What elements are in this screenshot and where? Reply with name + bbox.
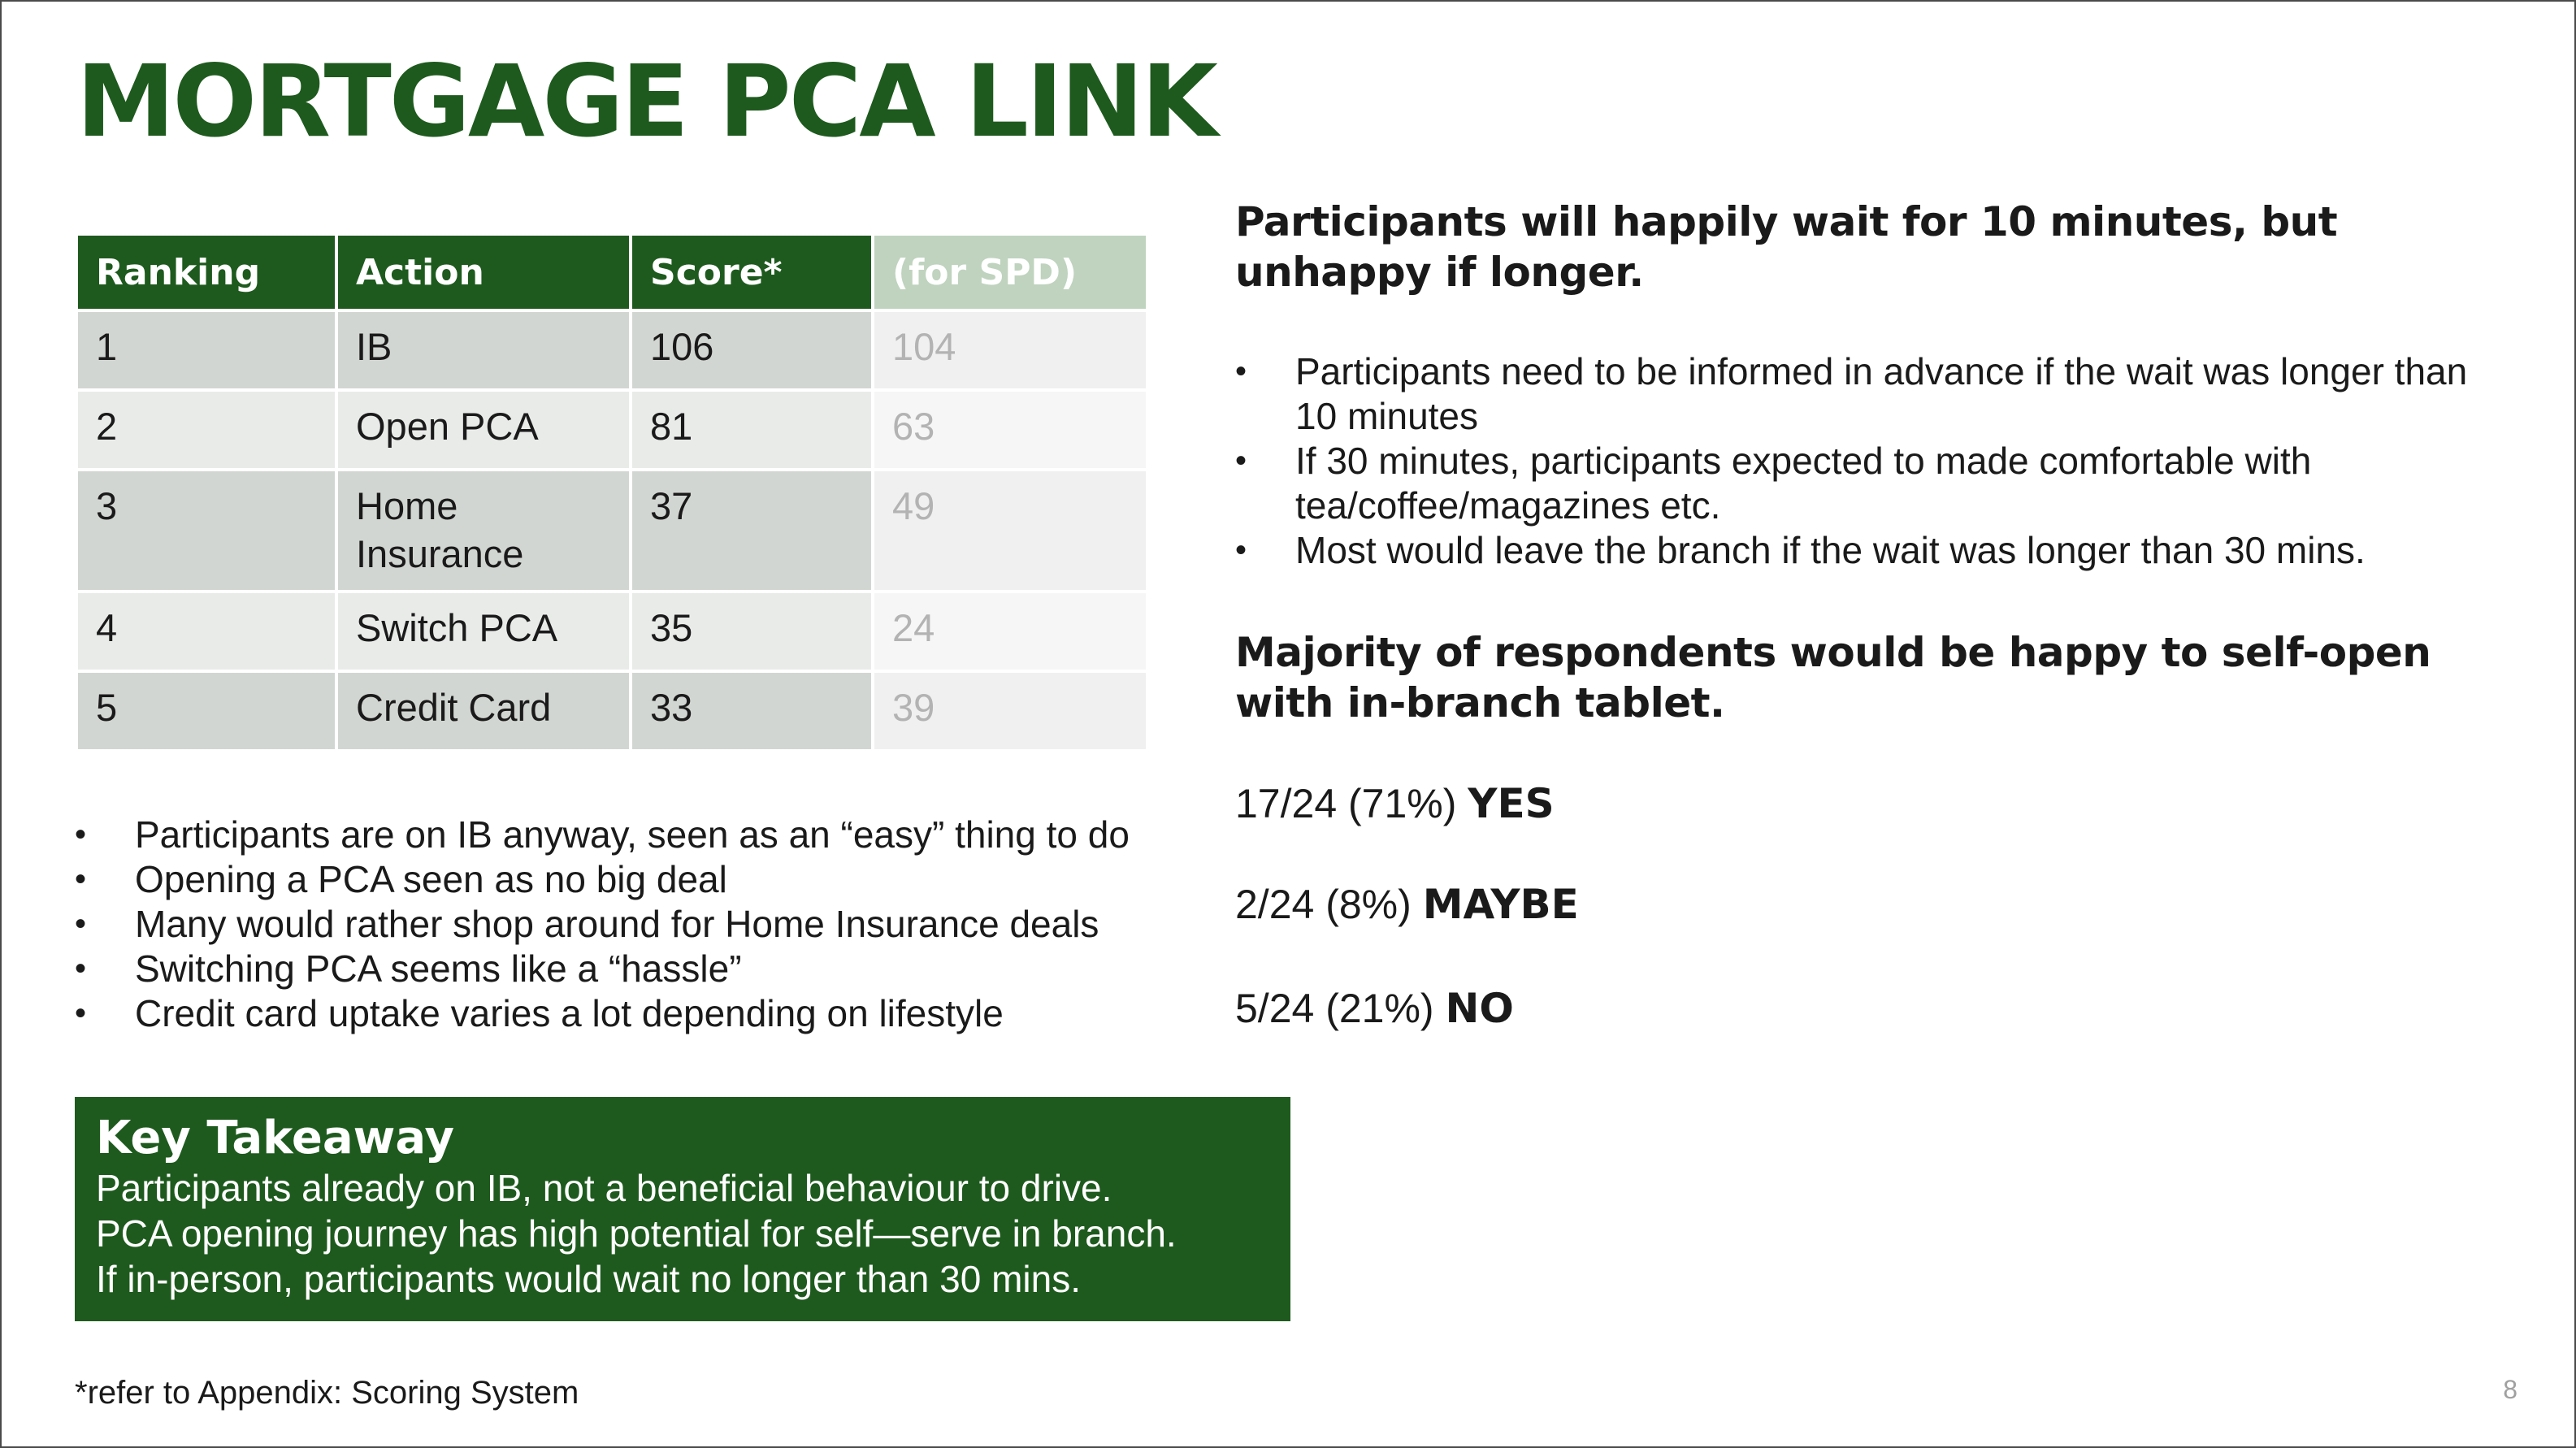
page-title: MORTGAGE PCA LINK xyxy=(76,44,1218,159)
cell-action: Home Insurance xyxy=(338,471,629,590)
header-action: Action xyxy=(338,236,629,309)
list-item: Many would rather shop around for Home I… xyxy=(75,902,1130,947)
key-takeaway-title: Key Takeaway xyxy=(96,1112,454,1164)
cell-action: Credit Card xyxy=(338,672,629,749)
table-row: 5 Credit Card 33 39 xyxy=(78,672,1146,749)
cell-ranking: 3 xyxy=(78,471,335,590)
cell-ranking: 4 xyxy=(78,592,335,670)
cell-spd: 49 xyxy=(874,471,1146,590)
cell-ranking: 2 xyxy=(78,392,335,468)
list-item: If 30 minutes, participants expected to … xyxy=(1235,439,2503,528)
stat-maybe: 2/24 (8%) MAYBE xyxy=(1235,881,1579,928)
list-item: Opening a PCA seen as no big deal xyxy=(75,857,1130,902)
stat-no: 5/24 (21%) NO xyxy=(1235,985,1514,1032)
cell-action: Open PCA xyxy=(338,392,629,468)
list-item: Credit card uptake varies a lot dependin… xyxy=(75,991,1130,1036)
key-takeaway-line: PCA opening journey has high potential f… xyxy=(96,1212,1177,1255)
list-item: Most would leave the branch if the wait … xyxy=(1235,528,2503,573)
wait-time-heading: Participants will happily wait for 10 mi… xyxy=(1235,198,2338,296)
header-for-spd: (for SPD) xyxy=(874,236,1146,309)
cell-spd: 104 xyxy=(874,312,1146,388)
stat-yes: 17/24 (71%) YES xyxy=(1235,780,1555,827)
cell-score: 81 xyxy=(632,392,871,468)
cell-score: 37 xyxy=(632,471,871,590)
cell-spd: 39 xyxy=(874,672,1146,749)
header-ranking: Ranking xyxy=(78,236,335,309)
footnote: *refer to Appendix: Scoring System xyxy=(75,1375,579,1411)
table-row: 3 Home Insurance 37 49 xyxy=(78,471,1146,590)
cell-spd: 24 xyxy=(874,592,1146,670)
cell-spd: 63 xyxy=(874,392,1146,468)
list-item: Participants need to be informed in adva… xyxy=(1235,349,2503,439)
cell-action: IB xyxy=(338,312,629,388)
table-row: 4 Switch PCA 35 24 xyxy=(78,592,1146,670)
stat-value: 5/24 (21%) xyxy=(1235,986,1434,1031)
cell-action: Switch PCA xyxy=(338,592,629,670)
cell-score: 33 xyxy=(632,672,871,749)
list-item: Participants are on IB anyway, seen as a… xyxy=(75,813,1130,857)
findings-list: Participants are on IB anyway, seen as a… xyxy=(75,813,1130,1036)
key-takeaway-line: If in-person, participants would wait no… xyxy=(96,1258,1081,1300)
self-open-heading: Majority of respondents would be happy t… xyxy=(1235,629,2431,726)
cell-ranking: 1 xyxy=(78,312,335,388)
page-number: 8 xyxy=(2503,1375,2517,1404)
stat-label: MAYBE xyxy=(1422,881,1579,928)
stat-value: 17/24 (71%) xyxy=(1235,781,1457,826)
table-header-row: Ranking Action Score* (for SPD) xyxy=(78,236,1146,309)
table-row: 2 Open PCA 81 63 xyxy=(78,392,1146,468)
stat-value: 2/24 (8%) xyxy=(1235,882,1412,927)
key-takeaway-box: Key Takeaway Participants already on IB,… xyxy=(75,1097,1290,1321)
table-row: 1 IB 106 104 xyxy=(78,312,1146,388)
wait-time-list: Participants need to be informed in adva… xyxy=(1235,349,2503,573)
cell-ranking: 5 xyxy=(78,672,335,749)
header-score: Score* xyxy=(632,236,871,309)
cell-score: 106 xyxy=(632,312,871,388)
ranking-table: Ranking Action Score* (for SPD) 1 IB 106… xyxy=(75,232,1149,752)
stat-label: YES xyxy=(1468,780,1555,827)
cell-score: 35 xyxy=(632,592,871,670)
stat-label: NO xyxy=(1445,985,1514,1032)
key-takeaway-line: Participants already on IB, not a benefi… xyxy=(96,1167,1112,1209)
list-item: Switching PCA seems like a “hassle” xyxy=(75,947,1130,991)
